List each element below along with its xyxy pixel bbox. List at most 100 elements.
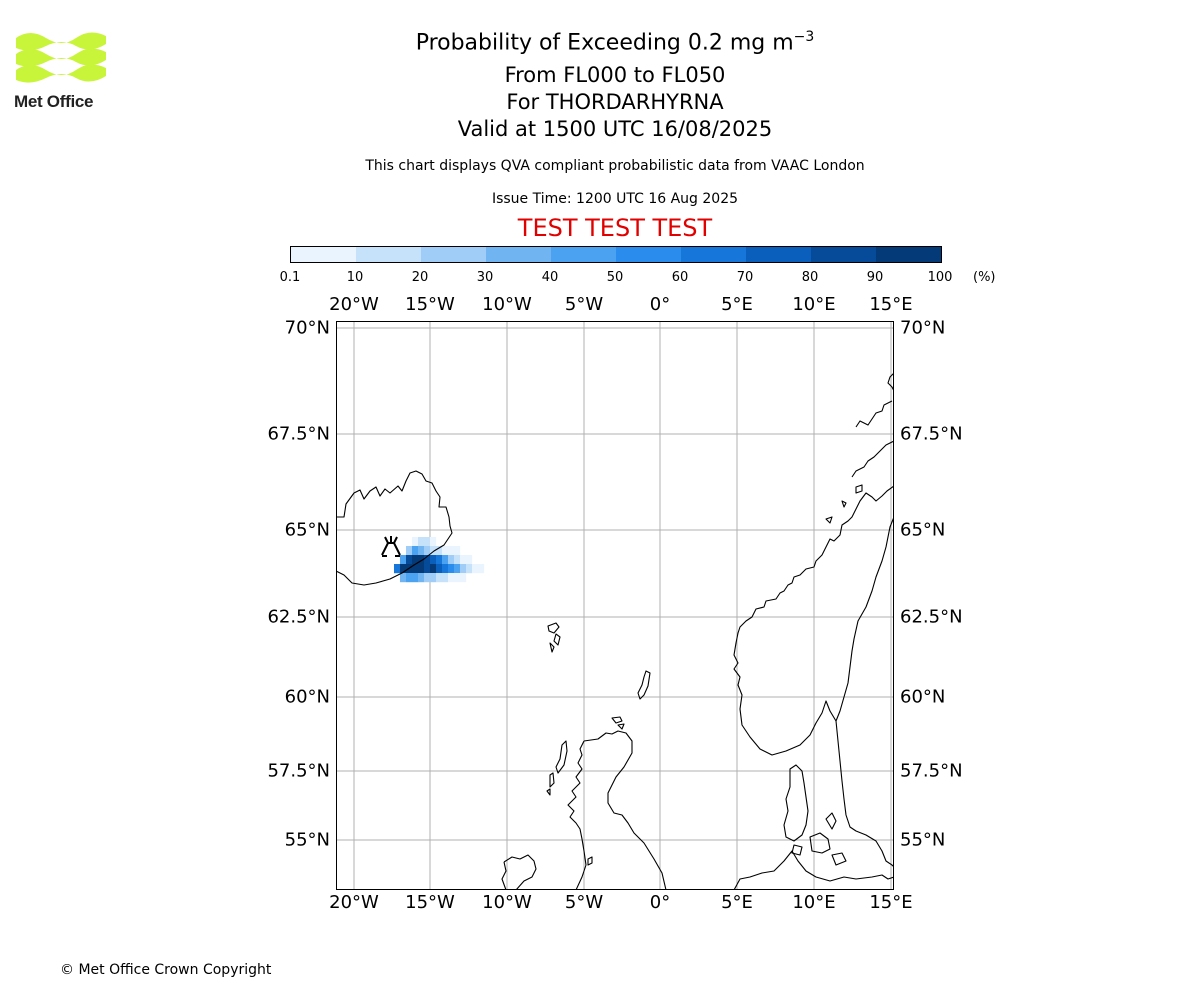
colorbar-tick-label: 60	[671, 270, 689, 285]
probability-cell	[460, 564, 467, 574]
latitude-label: 57.5°N	[900, 760, 963, 782]
longitude-label: 10°W	[482, 294, 532, 315]
probability-cell	[448, 573, 455, 583]
probability-cell	[418, 564, 425, 574]
probability-cell	[400, 564, 407, 574]
colorbar-segment	[356, 247, 421, 262]
ash-probability-plume	[394, 537, 485, 583]
probability-cell	[424, 546, 431, 556]
volcano-location: For THORDARHYRNA	[506, 90, 724, 114]
coastlines	[336, 372, 894, 890]
probability-cell	[460, 573, 467, 583]
latitude-label: 70°N	[900, 317, 946, 339]
probability-cell	[442, 546, 449, 556]
latitude-label: 60°N	[284, 686, 330, 708]
probability-cell	[424, 573, 431, 583]
colorbar-tick-label: 30	[476, 270, 494, 285]
colorbar-tick-label: 50	[606, 270, 624, 285]
colorbar-tick-label: 20	[411, 270, 429, 285]
latitude-label: 60°N	[900, 686, 946, 708]
flight-levels: From FL000 to FL050	[504, 63, 726, 87]
colorbar-segment	[616, 247, 681, 262]
longitude-label: 10°E	[792, 892, 836, 913]
longitude-label: 20°W	[329, 294, 379, 315]
latitude-label: 57.5°N	[267, 760, 330, 782]
probability-cell	[472, 564, 479, 574]
probability-cell	[418, 573, 425, 583]
probability-cell	[442, 555, 449, 565]
longitude-label: 10°W	[482, 892, 532, 913]
copyright: © Met Office Crown Copyright	[60, 962, 272, 978]
colorbar-tick-label: 40	[541, 270, 559, 285]
probability-cell	[412, 555, 419, 565]
probability-cell	[394, 564, 401, 574]
probability-cell	[442, 564, 449, 574]
volcano-icon	[381, 536, 401, 557]
colorbar-segment	[876, 247, 941, 262]
latitude-label: 67.5°N	[267, 423, 330, 445]
colorbar-segment	[551, 247, 616, 262]
chart-title: Probability of Exceeding 0.2 mg m−3	[415, 29, 815, 56]
probability-cell	[418, 555, 425, 565]
probability-cell	[436, 573, 443, 583]
probability-cell	[430, 564, 437, 574]
colorbar	[290, 246, 942, 263]
latitude-label: 65°N	[900, 519, 946, 541]
probability-cell	[406, 546, 413, 556]
probability-cell	[418, 537, 425, 547]
probability-cell	[406, 573, 413, 583]
colorbar-tick-label: 80	[801, 270, 819, 285]
latitude-label: 67.5°N	[900, 423, 963, 445]
probability-cell	[454, 573, 461, 583]
colorbar-unit: (%)	[973, 270, 996, 285]
probability-cell	[436, 564, 443, 574]
probability-cell	[466, 555, 473, 565]
logo-text: Met Office	[14, 92, 94, 111]
issue-time: Issue Time: 1200 UTC 16 Aug 2025	[491, 191, 739, 207]
probability-cell	[400, 573, 407, 583]
probability-cell	[460, 555, 467, 565]
longitude-label: 0°	[649, 892, 671, 913]
probability-cell	[430, 555, 437, 565]
latitude-label: 62.5°N	[267, 606, 330, 628]
probability-cell	[406, 555, 413, 565]
longitude-label: 5°E	[721, 294, 753, 315]
colorbar-segment	[421, 247, 486, 262]
colorbar-segment	[746, 247, 811, 262]
colorbar-tick-label: 70	[736, 270, 754, 285]
longitude-label: 5°E	[721, 892, 753, 913]
probability-cell	[412, 546, 419, 556]
graticule	[336, 321, 894, 890]
probability-cell	[478, 564, 485, 574]
probability-cell	[466, 564, 473, 574]
colorbar-tick-label: 10	[346, 270, 364, 285]
colorbar-tick-label: 100	[927, 270, 953, 285]
latitude-label: 65°N	[284, 519, 330, 541]
colorbar-segment	[291, 247, 356, 262]
longitude-label: 15°E	[869, 294, 913, 315]
latitude-label: 62.5°N	[900, 606, 963, 628]
probability-cell	[424, 564, 431, 574]
probability-cell	[454, 546, 461, 556]
latitude-label: 55°N	[900, 829, 946, 851]
longitude-label: 15°W	[405, 892, 455, 913]
probability-cell	[430, 537, 437, 547]
probability-cell	[448, 546, 455, 556]
probability-cell	[448, 555, 455, 565]
longitude-label: 20°W	[329, 892, 379, 913]
probability-cell	[430, 546, 437, 556]
met-office-logo	[16, 32, 106, 83]
colorbar-segment	[486, 247, 551, 262]
latitude-label: 70°N	[284, 317, 330, 339]
probability-cell	[448, 564, 455, 574]
probability-cell	[424, 537, 431, 547]
longitude-label: 15°W	[405, 294, 455, 315]
probability-cell	[412, 564, 419, 574]
probability-cell	[412, 537, 419, 547]
probability-cell	[442, 573, 449, 583]
longitude-label: 0°	[649, 294, 671, 315]
probability-cell	[436, 555, 443, 565]
chart-description: This chart displays QVA compliant probab…	[365, 158, 865, 174]
probability-cell	[454, 555, 461, 565]
longitude-label: 5°W	[564, 892, 604, 913]
